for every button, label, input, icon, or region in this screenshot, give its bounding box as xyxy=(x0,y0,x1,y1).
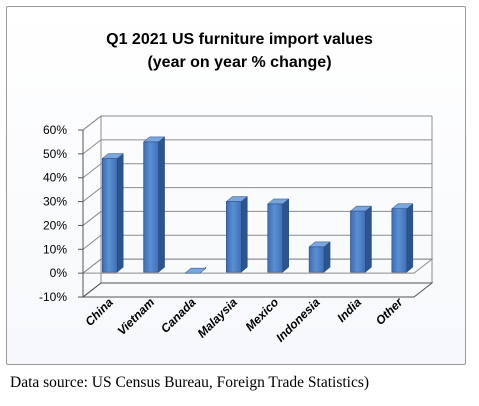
bar-side xyxy=(406,203,414,273)
bar-side xyxy=(282,198,289,273)
bar-front xyxy=(226,201,242,273)
bar-front xyxy=(101,158,118,273)
side-wall xyxy=(82,114,102,299)
gridline xyxy=(82,187,432,202)
x-tick-label: Mexico xyxy=(243,295,282,334)
y-tick-label: 60% xyxy=(43,123,67,137)
bar-side xyxy=(116,153,124,273)
y-tick-labels: -10% 0% 10% 20% 30% 40% 50% 60% xyxy=(39,123,67,304)
grid-lines xyxy=(82,115,432,298)
y-tick-label: 40% xyxy=(43,171,67,185)
zero-floor xyxy=(81,258,434,274)
x-tick-label: India xyxy=(334,295,364,325)
gridline xyxy=(82,258,432,274)
bar-front xyxy=(143,141,159,273)
y-tick-label: 0% xyxy=(50,266,68,280)
bar-front xyxy=(267,203,283,273)
bar-malaysia xyxy=(225,196,249,273)
y-tick-label: -10% xyxy=(39,290,67,304)
bars xyxy=(101,136,414,274)
bar-front xyxy=(350,210,366,273)
gridline xyxy=(82,234,432,250)
gridline xyxy=(82,139,432,155)
bar-vietnam xyxy=(142,136,166,273)
y-tick-label: 10% xyxy=(43,242,67,256)
x-axis-plane xyxy=(81,282,434,298)
gridline xyxy=(82,282,432,298)
x-tick-label: Indonesia xyxy=(273,295,323,345)
bar-top xyxy=(184,267,207,274)
chart-title: Q1 2021 US furniture import values xyxy=(106,31,373,48)
gridline xyxy=(82,115,432,131)
bar-canada xyxy=(184,266,207,274)
bar-mexico xyxy=(266,198,290,273)
chart-title-block: Q1 2021 US furniture import values (year… xyxy=(0,28,479,74)
bar-side xyxy=(158,136,165,273)
y-tick-label: 30% xyxy=(43,195,67,209)
bar-side xyxy=(365,205,372,273)
gridline xyxy=(82,210,432,226)
source-note: Data source: US Census Bureau, Foreign T… xyxy=(10,374,370,391)
x-tick-label: Malaysia xyxy=(195,295,241,341)
bar-side xyxy=(241,196,248,273)
axes xyxy=(78,114,434,299)
bar-india xyxy=(349,205,373,273)
bar-other xyxy=(391,203,414,273)
gridline xyxy=(82,163,432,179)
x-tick-label: Other xyxy=(373,294,406,327)
bar-indonesia xyxy=(308,241,331,273)
x-tick-label: Vietnam xyxy=(115,295,158,338)
chart-subtitle: (year on year % change) xyxy=(147,54,332,71)
x-tick-label: Canada xyxy=(158,295,199,336)
y-tick-label: 50% xyxy=(43,147,67,161)
bar-china xyxy=(101,153,124,273)
y-tick-label: 20% xyxy=(43,218,67,232)
bar-front xyxy=(308,246,325,273)
x-tick-label: China xyxy=(82,295,116,329)
bar-front xyxy=(391,208,408,273)
